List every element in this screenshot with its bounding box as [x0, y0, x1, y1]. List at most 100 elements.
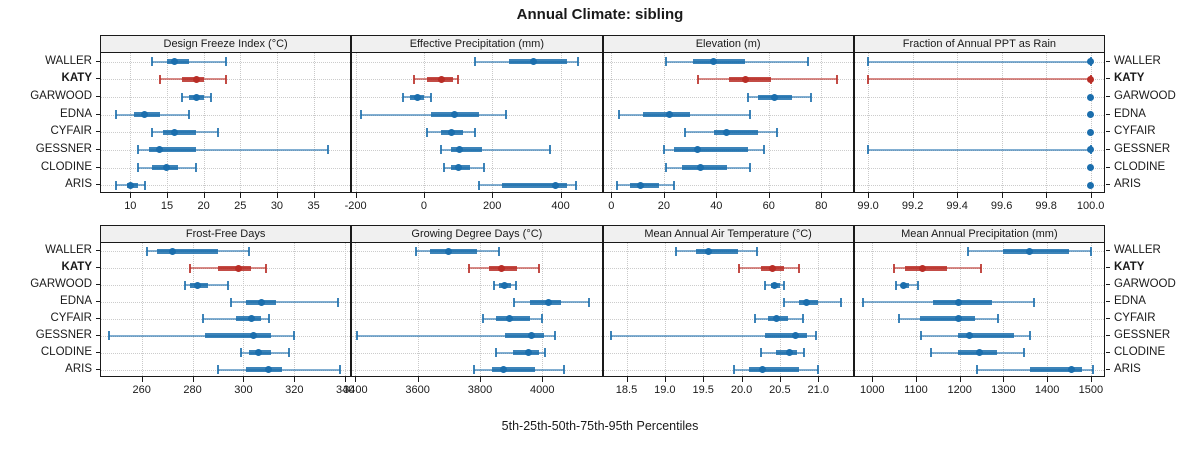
iqr-bar-25-75 — [148, 147, 197, 153]
iqr-bar-25-75 — [504, 333, 544, 339]
median-dot — [413, 93, 421, 101]
median-dot — [1087, 146, 1095, 154]
y-tick-mark-left — [96, 250, 100, 252]
panel-strip-title: Fraction of Annual PPT as Rain — [902, 38, 1057, 50]
x-tick-label: 1100 — [904, 384, 928, 396]
horizontal-gridline — [352, 79, 602, 81]
whisker-cap — [782, 297, 785, 307]
vertical-gridline — [192, 243, 194, 376]
iqr-bar-25-75 — [749, 367, 800, 373]
x-tick-label: 19.5 — [692, 384, 714, 396]
whisker-cap — [474, 57, 477, 67]
median-dot — [255, 349, 263, 357]
whisker-cap — [143, 180, 146, 190]
station-label-left: GESSNER — [35, 328, 92, 341]
x-tick-mark — [423, 193, 425, 198]
y-tick-mark-right — [1106, 148, 1110, 150]
y-tick-mark-left — [96, 284, 100, 286]
whisker-cap — [415, 246, 418, 256]
x-tick-label: 60 — [762, 200, 775, 212]
panel-strip: Elevation (m) — [602, 35, 854, 52]
vertical-gridline — [542, 243, 544, 376]
whisker-cap — [807, 57, 810, 67]
x-tick-mark — [355, 377, 357, 382]
whisker-cap — [917, 280, 920, 290]
median-dot — [192, 75, 200, 83]
median-dot — [506, 315, 514, 323]
panel-plot — [100, 242, 352, 377]
whisker-5-95 — [868, 148, 1091, 151]
median-dot — [141, 111, 149, 119]
x-tick-label: 1500 — [1078, 384, 1104, 396]
median-dot — [694, 146, 702, 154]
median-dot — [234, 264, 242, 272]
x-tick-mark — [1001, 193, 1003, 198]
vertical-gridline — [915, 243, 917, 376]
vertical-gridline — [1090, 243, 1092, 376]
median-dot — [529, 58, 537, 66]
vertical-gridline — [240, 53, 242, 192]
x-tick-label: 19.0 — [654, 384, 676, 396]
y-tick-mark-right — [1106, 250, 1110, 252]
x-tick-label: 21.0 — [807, 384, 829, 396]
iqr-bar-25-75 — [163, 129, 197, 135]
vertical-gridline — [1046, 53, 1048, 192]
horizontal-gridline — [603, 302, 853, 304]
y-tick-mark-right — [1106, 113, 1110, 115]
horizontal-gridline — [603, 285, 853, 287]
whisker-cap — [426, 127, 429, 137]
whisker-cap — [683, 127, 686, 137]
station-label-left: GARWOOD — [30, 90, 92, 103]
y-tick-mark-right — [1106, 184, 1110, 186]
whisker-cap — [775, 127, 778, 137]
median-dot — [126, 181, 134, 189]
station-label-right: CYFAIR — [1114, 311, 1156, 324]
y-tick-mark-left — [96, 301, 100, 303]
whisker-cap — [151, 57, 154, 67]
vertical-gridline — [203, 53, 205, 192]
x-tick-label: 99.0 — [857, 200, 879, 212]
x-tick-label: 4000 — [530, 384, 555, 396]
x-tick-label: 35 — [307, 200, 320, 212]
panel-strip: Fraction of Annual PPT as Rain — [853, 35, 1105, 52]
median-dot — [975, 349, 983, 357]
x-tick-label: 100.0 — [1076, 200, 1105, 212]
median-dot — [1087, 58, 1095, 66]
iqr-bar-25-75 — [682, 165, 727, 171]
y-tick-mark-left — [96, 368, 100, 370]
whisker-cap — [247, 246, 250, 256]
whisker-cap — [114, 180, 117, 190]
median-dot — [768, 264, 776, 272]
x-tick-mark — [203, 193, 205, 198]
whisker-cap — [762, 145, 765, 155]
station-label-right: ARIS — [1114, 178, 1141, 191]
x-tick-mark — [345, 377, 347, 382]
median-dot — [803, 298, 811, 306]
whisker-cap — [477, 180, 480, 190]
vertical-gridline — [492, 53, 494, 192]
x-tick-label: 400 — [551, 200, 570, 212]
whisker-cap — [1089, 246, 1092, 256]
station-label-left: CYFAIR — [50, 311, 92, 324]
median-dot — [900, 281, 908, 289]
whisker-cap — [541, 314, 544, 324]
x-tick-label: 15 — [160, 200, 174, 212]
whisker-cap — [402, 92, 405, 102]
x-tick-mark — [768, 193, 770, 198]
whisker-5-95 — [868, 78, 1091, 81]
x-tick-mark — [294, 377, 296, 382]
x-tick-mark — [664, 377, 666, 382]
station-label-left: KATY — [61, 261, 92, 274]
x-tick-label: 20.0 — [730, 384, 753, 396]
x-tick-label: 1400 — [1034, 384, 1060, 396]
whisker-5-95 — [230, 301, 338, 304]
vertical-gridline — [872, 243, 874, 376]
whisker-cap — [814, 331, 817, 341]
median-dot — [705, 247, 713, 255]
median-dot — [697, 164, 705, 172]
whisker-cap — [151, 127, 154, 137]
vertical-gridline — [479, 243, 481, 376]
whisker-cap — [114, 110, 117, 120]
panel-strip-title: Mean Annual Air Temperature (°C) — [644, 228, 812, 240]
